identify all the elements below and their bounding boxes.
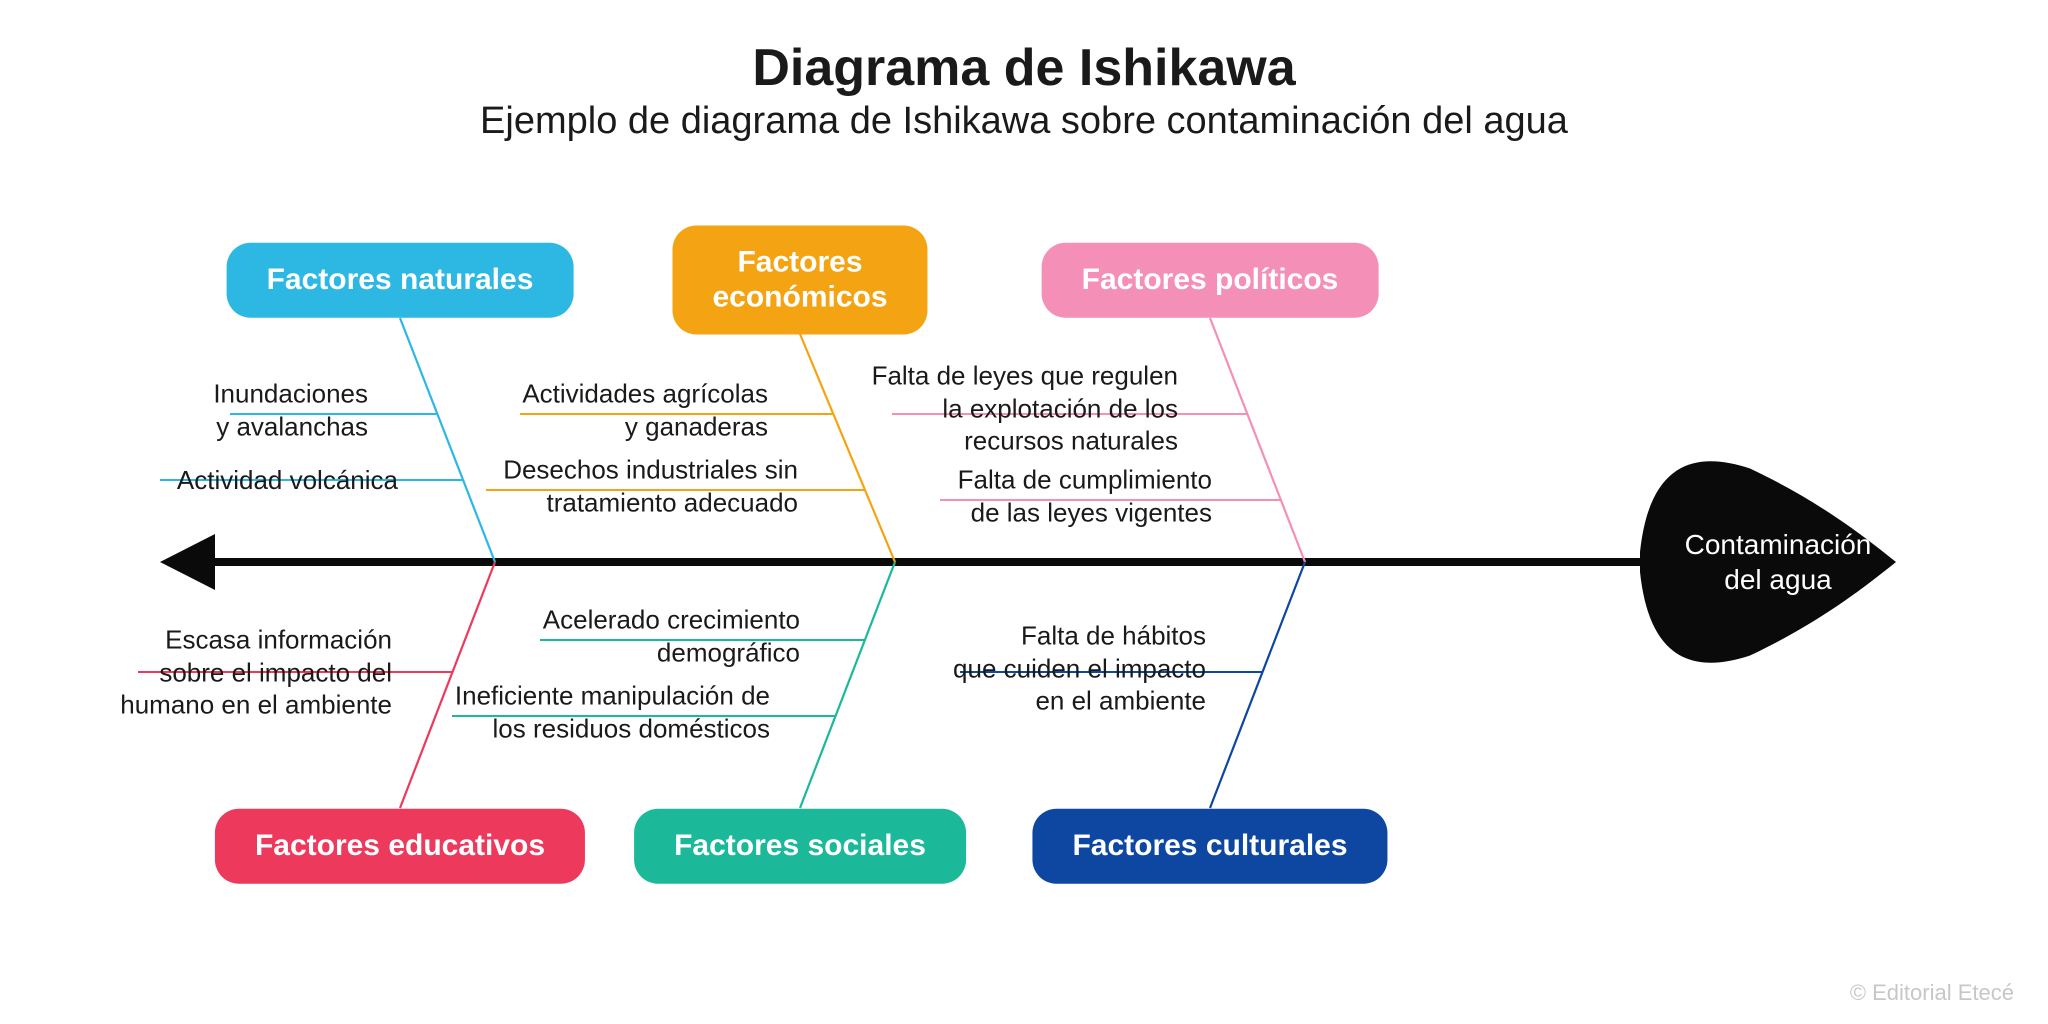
- effect-label: Contaminacióndel agua: [1685, 527, 1872, 597]
- category-economicos: Factoreseconómicos: [672, 226, 927, 335]
- category-politicos: Factores políticos: [1042, 243, 1379, 318]
- cause-economicos-0: Actividades agrícolasy ganaderas: [408, 378, 768, 443]
- cause-politicos-0: Falta de leyes que regulenla explotación…: [818, 359, 1178, 457]
- cause-naturales-0: Inundacionesy avalanchas: [8, 378, 368, 443]
- category-naturales: Factores naturales: [227, 243, 574, 318]
- cause-educativos-0: Escasa informaciónsobre el impacto delhu…: [32, 623, 392, 721]
- cause-politicos-1: Falta de cumplimientode las leyes vigent…: [852, 464, 1212, 529]
- category-sociales: Factores sociales: [634, 809, 966, 884]
- cause-culturales-0: Falta de hábitosque cuiden el impactoen …: [846, 619, 1206, 717]
- cause-naturales-1: Actividad volcánica: [38, 464, 398, 497]
- cause-sociales-0: Acelerado crecimientodemográfico: [440, 604, 800, 669]
- category-culturales: Factores culturales: [1032, 809, 1387, 884]
- cause-sociales-1: Ineficiente manipulación delos residuos …: [410, 680, 770, 745]
- copyright-label: © Editorial Etecé: [1850, 980, 2014, 1006]
- cause-economicos-1: Desechos industriales sintratamiento ade…: [438, 454, 798, 519]
- category-educativos: Factores educativos: [215, 809, 585, 884]
